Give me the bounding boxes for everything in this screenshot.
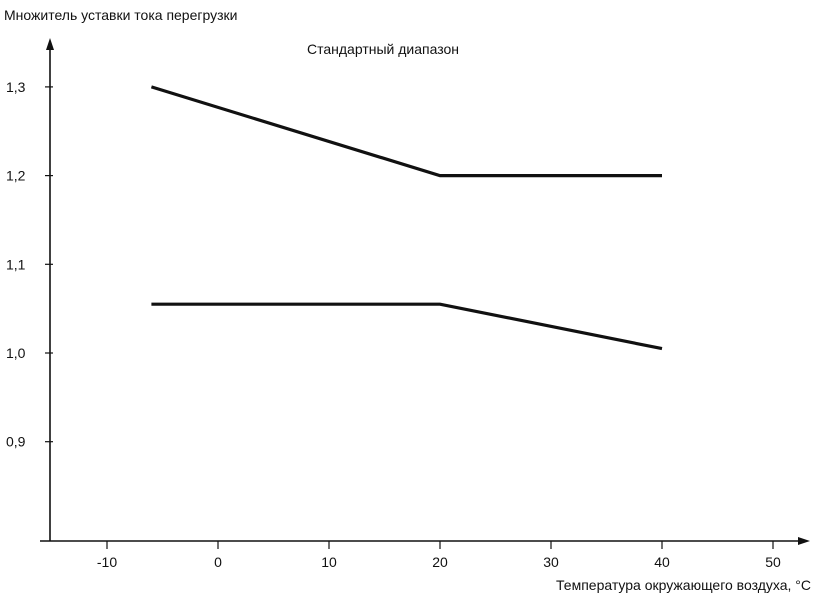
upper-limit-line (150, 85, 662, 178)
lower-limit-line (151, 302, 663, 351)
range-annotation: Стандартный диапазон (307, 41, 459, 57)
x-axis-label: Температура окружающего воздуха, °С (556, 577, 811, 593)
x-axis-arrow (798, 537, 810, 545)
y-tick-label: 1,2 (6, 168, 26, 184)
y-tick-label: 1,0 (6, 345, 26, 361)
series-layer (150, 85, 663, 351)
x-tick-label: 10 (321, 554, 337, 570)
ticks: -10 0 10 20 30 40 50 0,9 1,0 1,1 1,2 1,3 (6, 79, 781, 570)
x-tick-label: 30 (543, 554, 559, 570)
y-axis-label: Множитель уставки тока перегрузки (4, 7, 237, 23)
x-tick-label: -10 (97, 554, 117, 570)
axes (40, 38, 810, 545)
y-tick-label: 0,9 (6, 434, 26, 450)
y-tick-label: 1,3 (6, 79, 26, 95)
x-tick-label: 20 (432, 554, 448, 570)
y-axis-arrow (46, 38, 54, 50)
x-tick-label: 0 (214, 554, 222, 570)
x-tick-label: 50 (765, 554, 781, 570)
y-tick-label: 1,1 (6, 256, 26, 272)
x-tick-label: 40 (654, 554, 670, 570)
